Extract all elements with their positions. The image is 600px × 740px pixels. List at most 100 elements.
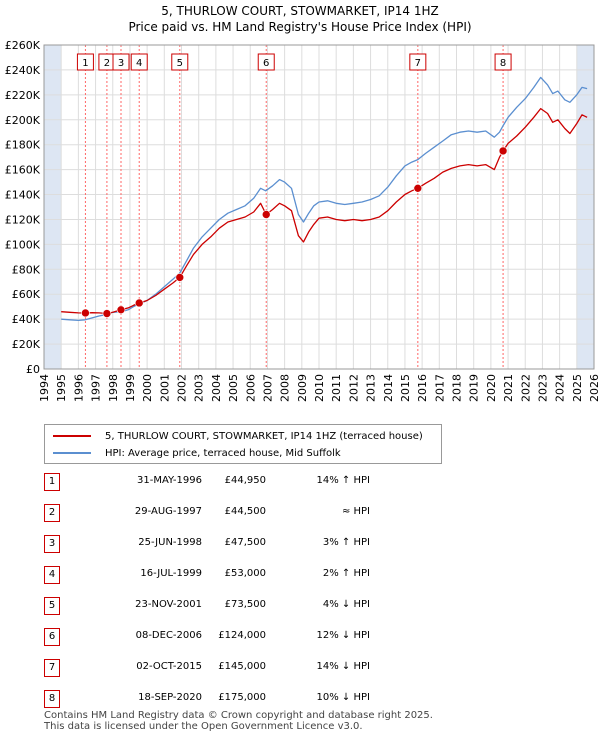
x-tick-label: 2011 [330, 374, 343, 402]
sale-price: £145,000 [218, 661, 266, 672]
y-tick-label: £240K [5, 64, 41, 77]
sale-number-badge: 3 [44, 535, 60, 553]
sale-number-badge: 5 [44, 597, 60, 615]
attribution-footer: Contains HM Land Registry data © Crown c… [44, 710, 433, 732]
y-tick-label: £100K [5, 238, 41, 251]
sale-number-label: 1 [82, 58, 88, 69]
legend-label-hpi: HPI: Average price, terraced house, Mid … [105, 447, 341, 459]
sale-point [175, 273, 185, 282]
sale-number-label-box [494, 53, 512, 71]
sale-date: 16-JUL-1999 [140, 568, 202, 579]
x-tick-label: 2010 [313, 374, 326, 402]
sale-hpi-comparison: ≈ HPI [341, 506, 370, 517]
sale-row: 4 16-JUL-1999 £53,000 2% ↑ HPI [44, 566, 584, 584]
sale-price: £73,500 [224, 599, 266, 610]
legend-swatch-hpi [53, 452, 91, 454]
property-price-line [61, 107, 588, 315]
sale-row: 2 29-AUG-1997 £44,500 ≈ HPI [44, 504, 584, 522]
sale-number-badge: 1 [44, 473, 60, 491]
sale-number-label-box [171, 53, 189, 71]
sale-hpi-comparison: 12% ↓ HPI [316, 630, 370, 641]
x-tick-label: 1999 [124, 374, 137, 402]
sale-point [498, 146, 508, 156]
sale-price: £44,500 [224, 506, 266, 517]
sale-number-label: 6 [263, 58, 269, 69]
y-tick-label: £160K [5, 164, 41, 177]
sale-number-label-box [130, 53, 148, 71]
sale-date: 29-AUG-1997 [134, 506, 202, 517]
x-tick-label: 1997 [90, 374, 103, 402]
chart-title-address: 5, THURLOW COURT, STOWMARKET, IP14 1HZ [161, 4, 439, 18]
legend-item-property: 5, THURLOW COURT, STOWMARKET, IP14 1HZ (… [53, 428, 423, 444]
sale-row: 1 31-MAY-1996 £44,950 14% ↑ HPI [44, 473, 584, 491]
sale-hpi-comparison: 10% ↓ HPI [316, 692, 370, 703]
sale-row: 3 25-JUN-1998 £47,500 3% ↑ HPI [44, 535, 584, 553]
legend-label-property: 5, THURLOW COURT, STOWMARKET, IP14 1HZ (… [105, 430, 423, 442]
sale-point [413, 184, 423, 193]
sale-number-label-box [409, 53, 427, 71]
x-tick-label: 2003 [193, 374, 206, 402]
y-tick-label: £260K [5, 39, 41, 52]
sale-date: 08-DEC-2006 [135, 630, 202, 641]
x-tick-label: 2013 [365, 374, 378, 402]
shaded-band [576, 45, 594, 369]
sale-date: 02-OCT-2015 [136, 661, 202, 672]
x-tick-label: 2014 [382, 374, 395, 402]
sale-row: 7 02-OCT-2015 £145,000 14% ↓ HPI [44, 659, 584, 677]
sale-number-badge: 2 [44, 504, 60, 522]
x-tick-label: 2026 [588, 374, 600, 402]
sale-number-badge: 4 [44, 566, 60, 584]
plot-frame [43, 44, 595, 370]
sale-row: 5 23-NOV-2001 £73,500 4% ↓ HPI [44, 597, 584, 615]
sale-number-label-box [76, 53, 94, 71]
sale-price: £175,000 [218, 692, 266, 703]
sale-number-label: 2 [104, 58, 110, 69]
y-tick-label: £80K [12, 263, 41, 276]
sale-number-label-box [112, 53, 130, 71]
sale-point [81, 308, 90, 318]
x-tick-label: 2006 [244, 374, 257, 402]
sale-number-label: 5 [177, 58, 183, 69]
sale-number-label: 4 [136, 58, 142, 69]
sale-date: 23-NOV-2001 [135, 599, 202, 610]
sale-date: 18-SEP-2020 [138, 692, 202, 703]
legend-item-hpi: HPI: Average price, terraced house, Mid … [53, 445, 341, 461]
footer-copyright: Contains HM Land Registry data © Crown c… [44, 710, 433, 721]
sale-hpi-comparison: 14% ↑ HPI [316, 475, 370, 486]
y-tick-label: £200K [5, 114, 41, 127]
x-tick-label: 2015 [399, 374, 412, 402]
sale-row: 8 18-SEP-2020 £175,000 10% ↓ HPI [44, 690, 584, 708]
sale-number-badge: 7 [44, 659, 60, 677]
x-tick-label: 2020 [485, 374, 498, 402]
x-tick-label: 1994 [38, 374, 51, 402]
x-tick-label: 2019 [468, 374, 481, 402]
x-tick-label: 2017 [433, 374, 446, 402]
sale-number-label: 7 [415, 58, 421, 69]
x-tick-label: 2001 [158, 374, 171, 402]
x-tick-label: 2002 [176, 374, 189, 402]
sale-date: 31-MAY-1996 [136, 475, 202, 486]
sale-price: £53,000 [224, 568, 266, 579]
sale-point [261, 210, 271, 219]
sale-row: 6 08-DEC-2006 £124,000 12% ↓ HPI [44, 628, 584, 646]
shaded-band [44, 45, 62, 369]
x-tick-label: 1998 [107, 374, 120, 402]
y-tick-label: £180K [5, 139, 41, 152]
sale-price: £47,500 [224, 537, 266, 548]
sale-date: 25-JUN-1998 [138, 537, 202, 548]
sale-point [116, 305, 126, 315]
x-tick-label: 2008 [279, 374, 292, 402]
y-tick-label: £120K [5, 213, 41, 226]
sale-point [102, 309, 112, 318]
x-tick-label: 2025 [571, 374, 584, 402]
sale-number-badge: 8 [44, 690, 60, 708]
footer-licence: This data is licensed under the Open Gov… [44, 721, 363, 732]
sale-number-label: 3 [118, 58, 124, 69]
x-tick-label: 2023 [536, 374, 549, 402]
sale-hpi-comparison: 2% ↑ HPI [322, 568, 370, 579]
chart-subtitle: Price paid vs. HM Land Registry's House … [128, 20, 472, 34]
legend-swatch-property [53, 435, 91, 437]
sale-hpi-comparison: 14% ↓ HPI [316, 661, 370, 672]
sale-hpi-comparison: 3% ↑ HPI [322, 537, 370, 548]
